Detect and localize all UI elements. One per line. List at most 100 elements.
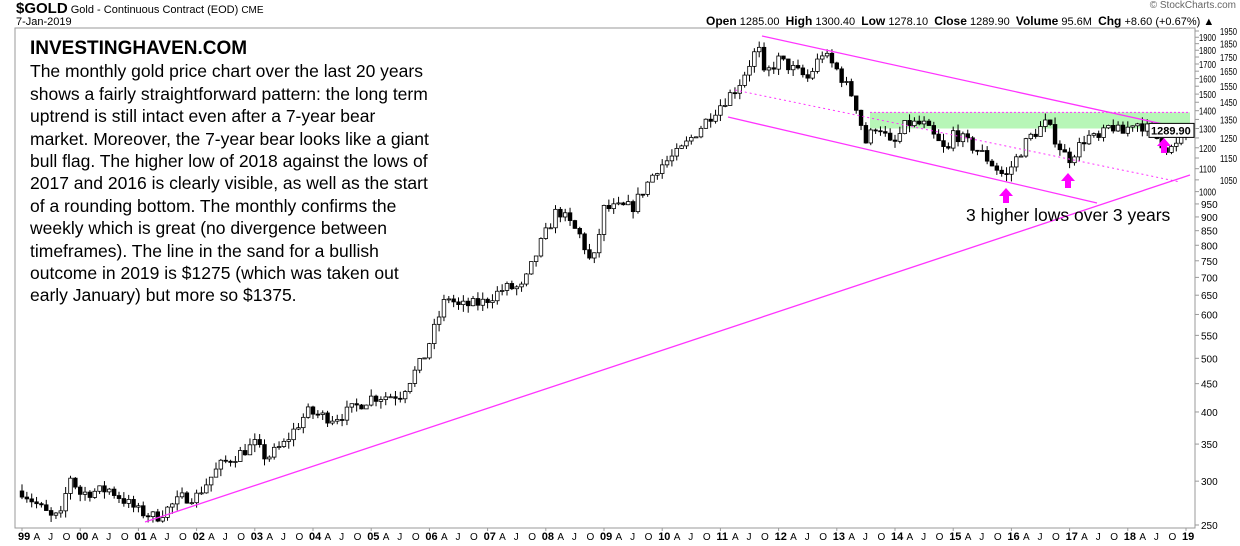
candle-body	[29, 498, 34, 503]
candle-body	[596, 234, 602, 254]
x-month-label: J	[630, 532, 635, 543]
y-tick-label: 550	[1201, 331, 1218, 342]
candle-body	[58, 510, 63, 514]
candle-body	[388, 396, 393, 399]
candle-body	[1096, 133, 1101, 138]
candle-body	[1023, 138, 1029, 157]
candle-body	[145, 515, 151, 518]
open-label: Open	[706, 14, 737, 28]
candle-body	[325, 412, 330, 424]
candle-body	[902, 120, 907, 135]
candle-body	[160, 517, 165, 522]
candle-body	[150, 511, 156, 518]
candle-body	[451, 298, 456, 303]
candle-body	[78, 486, 83, 495]
x-month-label: A	[616, 532, 623, 543]
x-month-label: O	[761, 532, 769, 543]
x-month-label: J	[48, 532, 53, 543]
candle-body	[417, 358, 422, 371]
y-tick-label: 1500	[1199, 90, 1216, 101]
candle-body	[315, 413, 321, 416]
candle-body	[645, 181, 650, 195]
y-tick-label: 1250	[1220, 134, 1237, 145]
candle-body	[436, 316, 442, 325]
candle-body	[839, 68, 844, 83]
candle-body	[693, 136, 699, 139]
x-month-label: A	[266, 532, 273, 543]
candle-body	[606, 205, 612, 210]
candle-body	[495, 290, 500, 302]
y-tick-label: 1800	[1199, 46, 1216, 57]
candle-body	[1004, 173, 1009, 175]
annotation-line: of a rounding bottom. The monthly confir…	[30, 195, 397, 216]
candle-body	[883, 131, 888, 134]
x-month-label: O	[121, 532, 129, 543]
x-month-label: A	[150, 532, 157, 543]
candle-body	[509, 283, 515, 290]
close-label: Close	[934, 14, 967, 28]
candle-body	[116, 495, 122, 499]
candle-body	[349, 403, 354, 408]
candle-body	[640, 193, 645, 196]
x-year-label: 09	[600, 531, 612, 543]
annotation-line: early January) but more so $1375.	[30, 285, 297, 306]
brand-label: INVESTINGHAVEN.COM	[30, 38, 248, 59]
x-year-label: 04	[309, 531, 322, 543]
candle-body	[931, 125, 936, 135]
candle-body	[1038, 126, 1043, 137]
x-month-label: J	[747, 532, 752, 543]
candle-body	[684, 140, 689, 147]
x-year-label: 01	[134, 531, 146, 543]
candle-body	[213, 468, 219, 478]
candle-body	[1140, 123, 1145, 132]
x-year-label: 15	[949, 531, 961, 543]
candle-body	[199, 492, 204, 495]
long-term-support-line	[144, 174, 1191, 523]
y-tick-label: 700	[1201, 273, 1218, 284]
y-tick-label: 1600	[1199, 75, 1216, 86]
x-month-label: J	[863, 532, 868, 543]
x-month-label: A	[674, 532, 681, 543]
chg-label: Chg	[1098, 14, 1122, 28]
x-month-label: O	[179, 532, 187, 543]
candle-body	[703, 118, 709, 129]
candle-body	[39, 503, 44, 506]
annotation-line: outcome in 2019 is $1275 (which was take…	[30, 263, 399, 284]
candle-body	[616, 202, 621, 205]
candle-body	[335, 419, 340, 422]
x-month-label: J	[805, 532, 810, 543]
y-tick-label: 1950	[1220, 27, 1237, 38]
candle-body	[262, 444, 267, 460]
x-month-label: J	[281, 532, 286, 543]
candle-body	[630, 201, 636, 213]
x-month-label: A	[790, 532, 797, 543]
candle-body	[126, 499, 131, 504]
candle-body	[771, 67, 776, 70]
candle-body	[1014, 156, 1019, 168]
candle-body	[970, 137, 975, 151]
candle-body	[669, 155, 675, 162]
candle-body	[456, 301, 461, 305]
candle-body	[107, 488, 112, 493]
y-tick-label: 1450	[1220, 98, 1237, 109]
candle-body	[247, 444, 253, 456]
x-month-label: O	[1110, 532, 1118, 543]
candle-body	[868, 129, 873, 144]
candle-body	[698, 127, 704, 138]
x-year-label: 02	[193, 531, 205, 543]
candle-body	[339, 419, 345, 421]
candle-body	[1174, 142, 1179, 147]
y-tick-label: 1750	[1220, 53, 1237, 64]
y-tick-label: 850	[1201, 227, 1218, 238]
x-month-label: A	[848, 532, 855, 543]
annotation-line: shows a fairly straightforward pattern: …	[30, 83, 428, 104]
candle-body	[291, 428, 296, 441]
candle-body	[480, 298, 485, 306]
candle-body	[1033, 133, 1038, 137]
candle-body	[1091, 133, 1097, 136]
candle-body	[136, 505, 141, 508]
candle-body	[761, 46, 767, 71]
x-month-label: O	[645, 532, 653, 543]
candle-body	[97, 485, 102, 492]
